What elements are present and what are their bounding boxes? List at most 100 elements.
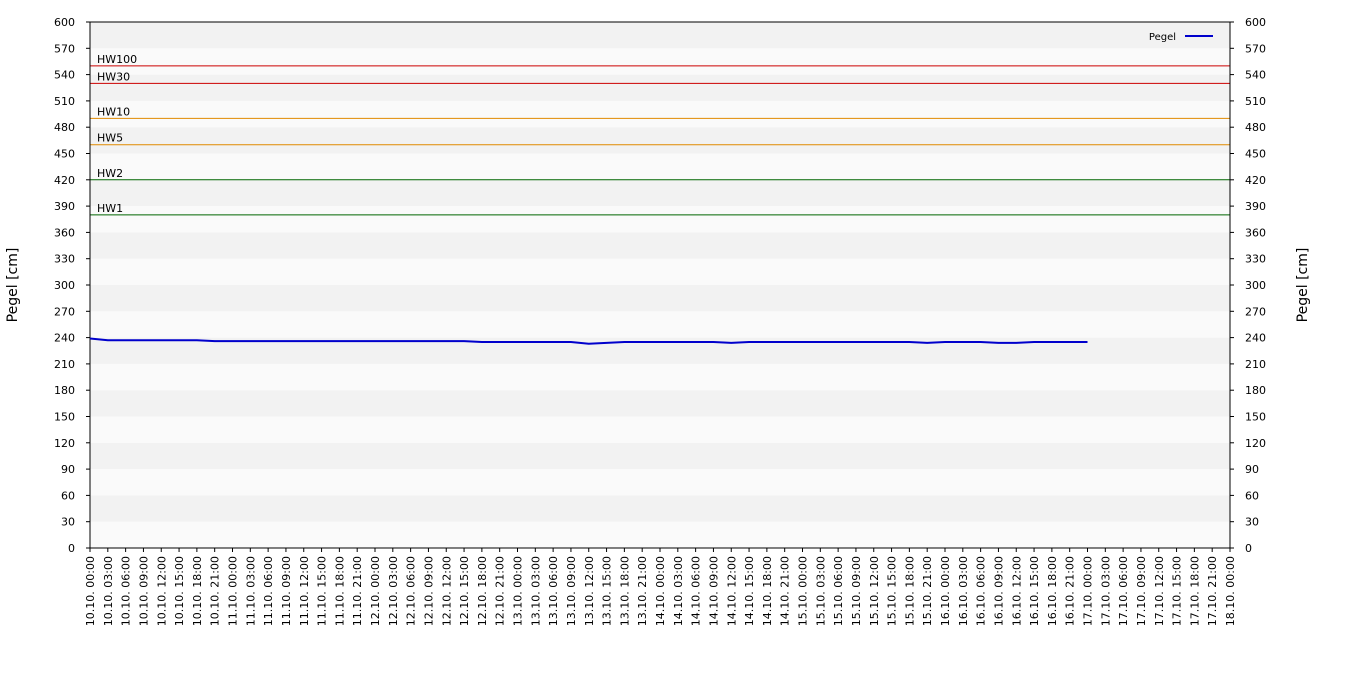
x-tick-label: 15.10. 09:00 — [850, 556, 863, 626]
x-tick-label: 12.10. 09:00 — [422, 556, 435, 626]
x-tick-label: 12.10. 00:00 — [369, 556, 382, 626]
x-tick-label: 14.10. 21:00 — [779, 556, 792, 626]
y-tick-label: 330 — [54, 253, 75, 266]
grid-band — [90, 258, 1230, 285]
x-tick-label: 14.10. 00:00 — [654, 556, 667, 626]
x-tick-label: 11.10. 15:00 — [316, 556, 329, 626]
y2-tick-label: 420 — [1245, 174, 1266, 187]
x-tick-label: 11.10. 21:00 — [351, 556, 364, 626]
x-tick-label: 10.10. 15:00 — [173, 556, 186, 626]
x-tick-label: 13.10. 00:00 — [512, 556, 525, 626]
y-tick-label: 480 — [54, 121, 75, 134]
x-tick-label: 15.10. 18:00 — [903, 556, 916, 626]
y2-tick-label: 180 — [1245, 384, 1266, 397]
plot-frame — [89, 21, 1231, 549]
x-tick-label: 15.10. 15:00 — [886, 556, 899, 626]
x-tick-label: 16.10. 12:00 — [1010, 556, 1023, 626]
legend-label: Pegel — [1149, 32, 1176, 43]
x-tick-label: 10.10. 09:00 — [137, 556, 150, 626]
threshold-label: HW100 — [97, 53, 137, 66]
y-tick-label: 210 — [54, 358, 75, 371]
y-tick-label: 360 — [54, 226, 75, 239]
x-tick-label: 16.10. 09:00 — [992, 556, 1005, 626]
y2-tick-label: 150 — [1245, 411, 1266, 424]
x-tick-label: 17.10. 00:00 — [1082, 556, 1095, 626]
y-tick-label: 240 — [54, 332, 75, 345]
y-tick-label: 300 — [54, 279, 75, 292]
y-tick-label: 390 — [54, 200, 75, 213]
threshold-label: HW10 — [97, 105, 130, 118]
x-tick-label: 17.10. 03:00 — [1099, 556, 1112, 626]
x-tick-label: 13.10. 06:00 — [547, 556, 560, 626]
x-tick-label: 18.10. 00:00 — [1224, 556, 1237, 626]
y2-tick-label: 330 — [1245, 253, 1266, 266]
y2-tick-label: 600 — [1245, 16, 1266, 29]
y2-axis-label: Pegel [cm] — [1295, 248, 1311, 323]
grid-band — [90, 363, 1230, 391]
x-tick-label: 15.10. 00:00 — [797, 556, 810, 626]
x-tick-label: 14.10. 18:00 — [761, 556, 774, 626]
grid-band — [90, 74, 1230, 101]
y2-tick-label: 60 — [1245, 489, 1259, 502]
x-tick-label: 13.10. 09:00 — [565, 556, 578, 626]
y2-tick-label: 570 — [1245, 42, 1266, 55]
y-tick-label: 420 — [54, 174, 75, 187]
x-tick-label: 11.10. 09:00 — [280, 556, 293, 626]
data-line — [89, 337, 1088, 345]
grid-band — [90, 153, 1230, 180]
y-tick-label: 120 — [54, 437, 75, 450]
y2-tick-label: 480 — [1245, 121, 1266, 134]
grid-band — [90, 390, 1230, 417]
x-tick-label: 10.10. 18:00 — [191, 556, 204, 626]
x-tick-label: 16.10. 15:00 — [1028, 556, 1041, 626]
threshold-label: HW2 — [97, 167, 123, 180]
grid-band — [90, 48, 1230, 75]
x-tick-label: 16.10. 18:00 — [1046, 556, 1059, 626]
y-tick-label: 450 — [54, 148, 75, 161]
x-tick-label: 13.10. 03:00 — [529, 556, 542, 626]
x-tick-label: 17.10. 12:00 — [1153, 556, 1166, 626]
grid-band — [90, 442, 1230, 470]
y-tick-label: 0 — [68, 542, 75, 555]
x-tick-label: 12.10. 15:00 — [458, 556, 471, 626]
grid-band — [90, 179, 1230, 207]
x-tick-label: 10.10. 03:00 — [102, 556, 115, 626]
x-tick-label: 13.10. 18:00 — [618, 556, 631, 626]
x-tick-label: 12.10. 03:00 — [387, 556, 400, 626]
x-tick-label: 17.10. 18:00 — [1188, 556, 1201, 626]
y-tick-label: 30 — [61, 516, 75, 529]
threshold-label: HW30 — [97, 70, 130, 83]
y-tick-label: 510 — [54, 95, 75, 108]
x-tick-label: 15.10. 06:00 — [832, 556, 845, 626]
x-tick-label: 12.10. 18:00 — [476, 556, 489, 626]
grid-band — [90, 206, 1230, 233]
x-tick-label: 13.10. 21:00 — [636, 556, 649, 626]
grid-band — [90, 232, 1230, 259]
y2-tick-label: 540 — [1245, 69, 1266, 82]
grid-band — [90, 22, 1230, 49]
y-tick-label: 600 — [54, 16, 75, 29]
x-tick-label: 16.10. 00:00 — [939, 556, 952, 626]
threshold-label: HW5 — [97, 132, 123, 145]
grid-band — [90, 311, 1230, 338]
threshold-label: HW1 — [97, 202, 123, 215]
y2-tick-label: 360 — [1245, 226, 1266, 239]
grid-band — [90, 100, 1230, 128]
x-tick-label: 10.10. 00:00 — [84, 556, 97, 626]
y2-tick-label: 0 — [1245, 542, 1252, 555]
x-tick-label: 12.10. 21:00 — [494, 556, 507, 626]
y2-tick-label: 90 — [1245, 463, 1259, 476]
x-tick-label: 13.10. 15:00 — [601, 556, 614, 626]
x-tick-label: 14.10. 15:00 — [743, 556, 756, 626]
x-tick-label: 10.10. 12:00 — [155, 556, 168, 626]
grid-band — [90, 521, 1230, 548]
y2-tick-label: 390 — [1245, 200, 1266, 213]
x-tick-label: 17.10. 15:00 — [1171, 556, 1184, 626]
y-tick-label: 270 — [54, 305, 75, 318]
x-tick-label: 14.10. 06:00 — [690, 556, 703, 626]
x-tick-label: 11.10. 00:00 — [227, 556, 240, 626]
y-tick-label: 90 — [61, 463, 75, 476]
y-tick-label: 60 — [61, 489, 75, 502]
